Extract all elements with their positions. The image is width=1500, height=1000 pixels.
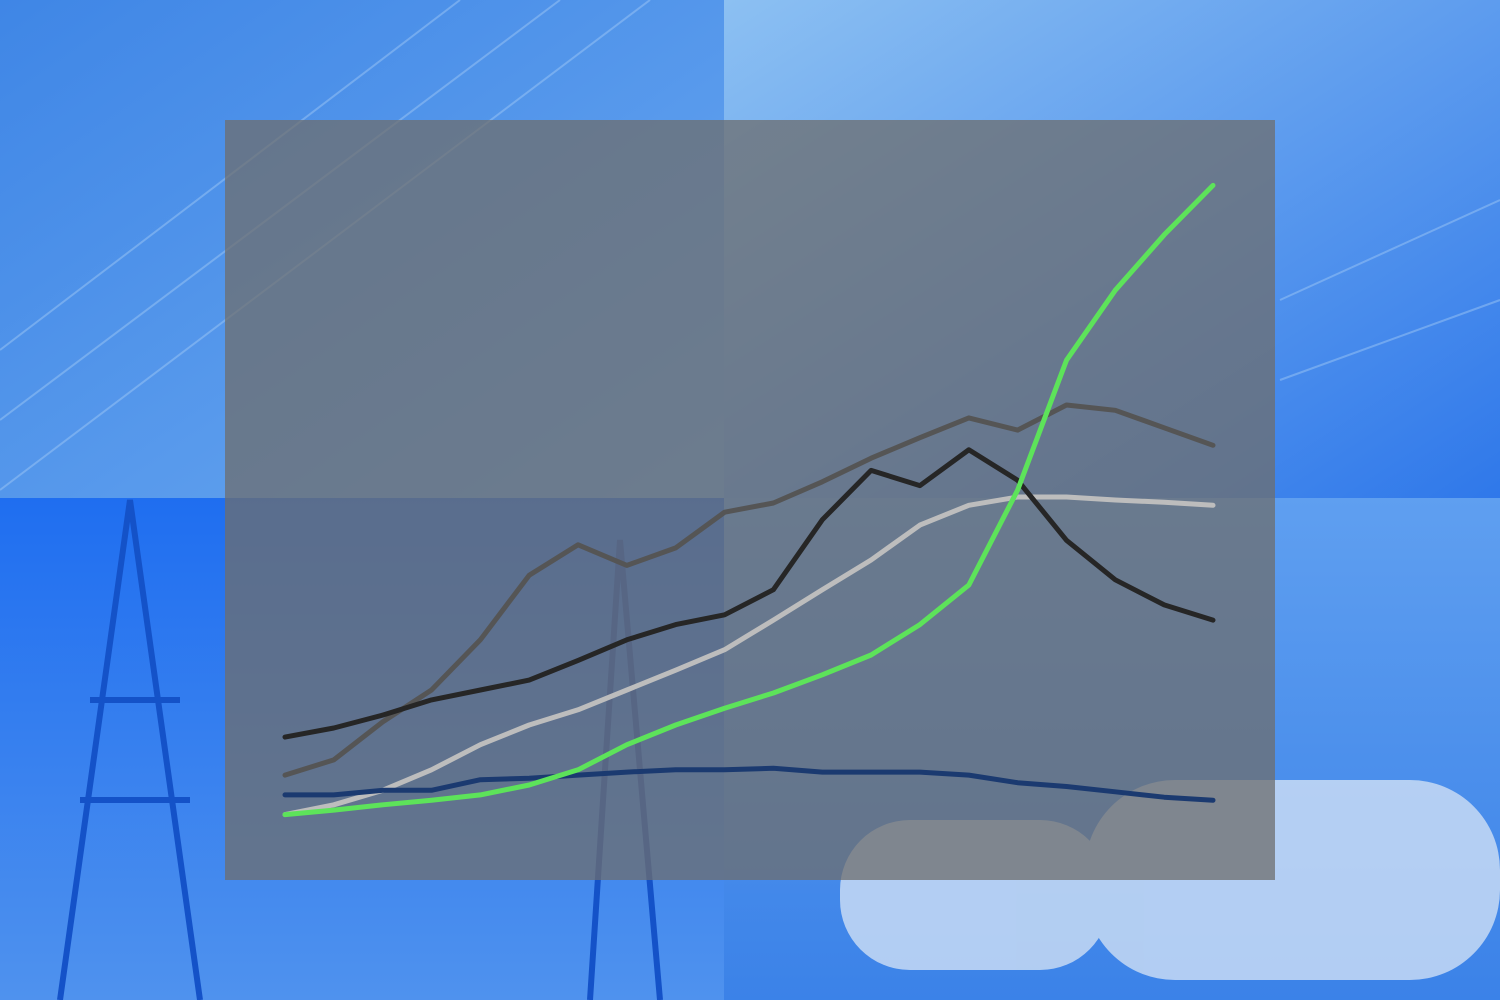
line-series — [282, 765, 1216, 803]
line-series — [282, 182, 1216, 818]
line-series — [282, 494, 1216, 818]
line-series — [282, 402, 1216, 778]
plot — [282, 182, 1216, 818]
line-series — [282, 447, 1216, 740]
